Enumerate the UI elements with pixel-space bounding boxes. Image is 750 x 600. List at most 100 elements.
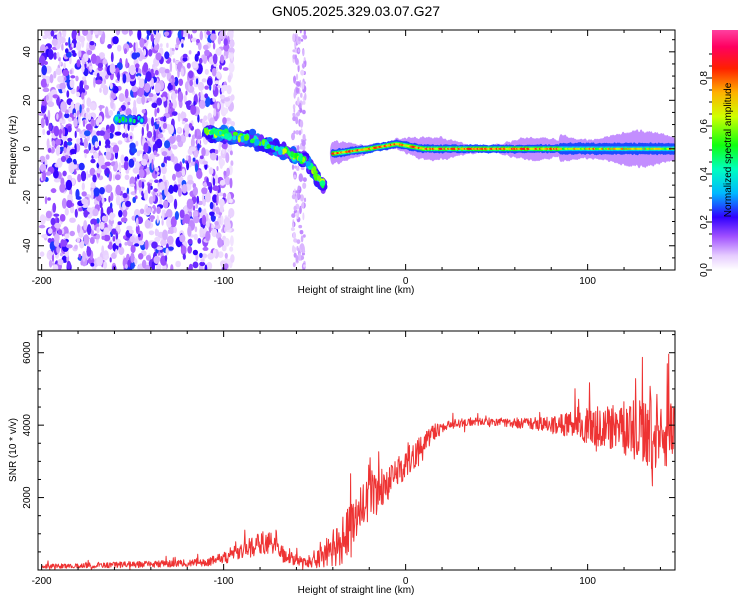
noise-mark (170, 153, 175, 163)
noise-mark (96, 233, 100, 240)
noise-mark (302, 100, 306, 105)
noise-mark (216, 84, 221, 89)
noise-mark (73, 117, 78, 127)
noise-mark (109, 257, 112, 263)
noise-mark (111, 228, 117, 235)
noise-mark (138, 78, 145, 89)
noise-mark (293, 91, 296, 99)
noise-mark (223, 38, 228, 46)
noise-mark (42, 87, 50, 93)
noise-mark (150, 217, 154, 223)
signal-mark (232, 135, 237, 141)
noise-mark (81, 191, 87, 197)
noise-mark (65, 179, 73, 191)
noise-mark (213, 84, 216, 91)
noise-mark (59, 36, 66, 44)
noise-mark (129, 135, 133, 140)
noise-mark (215, 206, 220, 215)
noise-mark (180, 111, 187, 120)
noise-mark (292, 262, 296, 268)
noise-mark (223, 170, 227, 176)
noise-mark (166, 42, 169, 49)
noise-mark (162, 229, 168, 241)
noise-mark (295, 255, 299, 263)
noise-mark (40, 117, 45, 129)
noise-mark (196, 195, 200, 205)
noise-mark (116, 223, 121, 234)
noise-mark (178, 78, 184, 87)
noise-mark (48, 49, 54, 60)
spectrogram-ylabel: Frequency (Hz) (8, 116, 19, 185)
noise-mark (171, 144, 178, 150)
noise-mark (212, 97, 216, 102)
noise-mark (172, 94, 176, 105)
noise-mark (106, 173, 109, 178)
noise-mark (83, 67, 89, 77)
tick-label: 0.8 (699, 71, 710, 85)
noise-mark (122, 73, 127, 84)
noise-mark (124, 156, 129, 163)
noise-mark (150, 77, 154, 87)
noise-mark (164, 31, 170, 37)
noise-mark (180, 39, 184, 44)
noise-mark (229, 39, 235, 48)
noise-mark (86, 224, 92, 236)
noise-mark (100, 164, 107, 170)
noise-mark (159, 181, 166, 191)
noise-mark (300, 69, 305, 76)
noise-mark (148, 49, 153, 57)
noise-mark (144, 189, 148, 201)
noise-mark (204, 264, 208, 270)
noise-mark (71, 50, 76, 54)
noise-mark (80, 170, 87, 182)
noise-mark (87, 98, 92, 105)
noise-mark (295, 57, 299, 65)
noise-mark (67, 157, 73, 163)
noise-mark (148, 179, 154, 183)
noise-mark (177, 112, 181, 122)
noise-mark (78, 35, 86, 43)
noise-mark (81, 182, 85, 191)
noise-mark (146, 34, 149, 41)
noise-mark (223, 43, 230, 52)
noise-mark (57, 258, 64, 266)
noise-mark (53, 213, 60, 217)
noise-mark (225, 152, 230, 164)
noise-mark (223, 97, 231, 102)
noise-mark (93, 152, 99, 159)
tick-label: -100 (214, 276, 234, 287)
noise-mark (81, 57, 85, 65)
noise-mark (161, 136, 166, 142)
noise-mark (141, 259, 147, 269)
noise-mark (138, 86, 145, 97)
noise-mark (291, 194, 296, 200)
noise-mark (65, 48, 69, 54)
noise-mark (134, 243, 140, 247)
tick-label: -40 (22, 238, 33, 253)
noise-mark (302, 177, 307, 183)
noise-mark (76, 224, 81, 234)
noise-mark (70, 148, 76, 155)
noise-mark (101, 245, 105, 255)
noise-mark (298, 173, 303, 182)
signal-mark (287, 150, 291, 157)
noise-mark (184, 30, 189, 35)
noise-mark (129, 235, 135, 243)
noise-mark (56, 113, 59, 120)
noise-mark (52, 202, 57, 213)
noise-mark (128, 158, 135, 168)
noise-mark (194, 226, 198, 233)
noise-mark (219, 30, 226, 40)
noise-mark (93, 30, 99, 35)
noise-mark (173, 226, 177, 234)
noise-mark (56, 157, 63, 168)
noise-mark (299, 119, 304, 128)
noise-mark (157, 133, 164, 139)
noise-mark (135, 224, 140, 235)
noise-mark (217, 192, 225, 197)
tick-label: 0.6 (699, 119, 710, 133)
noise-mark (56, 32, 61, 41)
signal-mark (129, 117, 132, 123)
noise-mark (110, 202, 113, 209)
